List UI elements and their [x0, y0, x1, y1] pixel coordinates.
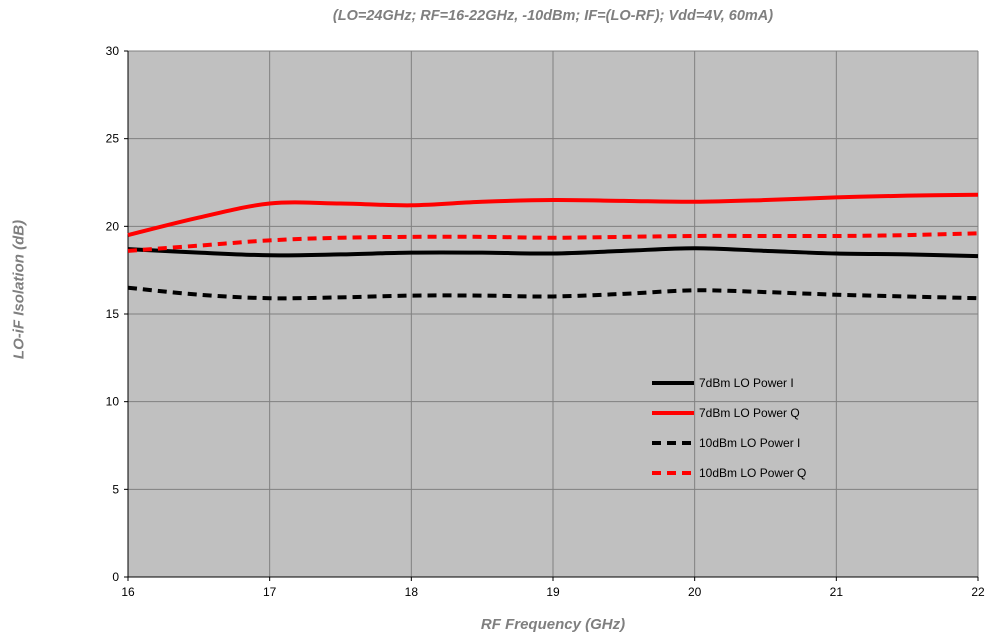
y-tick-label: 25: [106, 132, 120, 146]
x-axis-label: RF Frequency (GHz): [480, 616, 626, 633]
y-tick-label: 30: [106, 44, 120, 58]
x-tick-label: 16: [121, 585, 135, 599]
x-tick-label: 19: [546, 585, 560, 599]
series-line-3: [127, 285, 979, 301]
series-line-2: [127, 192, 979, 238]
series-line-1: [127, 246, 979, 259]
axes: [124, 50, 979, 581]
x-tick-label: 21: [830, 585, 844, 599]
x-tick-label: 18: [405, 585, 419, 599]
x-tick-label: 22: [971, 585, 985, 599]
legend-label-2: 7dBm LO Power Q: [699, 406, 800, 420]
legend-label-3: 10dBm LO Power I: [699, 436, 800, 450]
y-tick-label: 10: [106, 395, 120, 409]
legend-label-4: 10dBm LO Power Q: [699, 466, 806, 480]
x-tick-label: 17: [263, 585, 277, 599]
legend-label-1: 7dBm LO Power I: [699, 376, 794, 390]
series-lines: [127, 192, 979, 301]
tick-labels: 16 17 18 19 20 21 22 0 5 10 15 20 25 30: [106, 44, 985, 599]
legend: 7dBm LO Power I 7dBm LO Power Q 10dBm LO P…: [652, 376, 806, 480]
y-tick-label: 5: [112, 482, 119, 496]
y-tick-label: 15: [106, 307, 120, 321]
x-tick-label: 20: [688, 585, 702, 599]
chart-title: (LO=24GHz; RF=16-22GHz, -10dBm; IF=(LO-R…: [332, 8, 774, 24]
y-tick-label: 20: [106, 219, 120, 233]
y-tick-label: 0: [112, 570, 119, 584]
series-line-4: [127, 231, 979, 253]
